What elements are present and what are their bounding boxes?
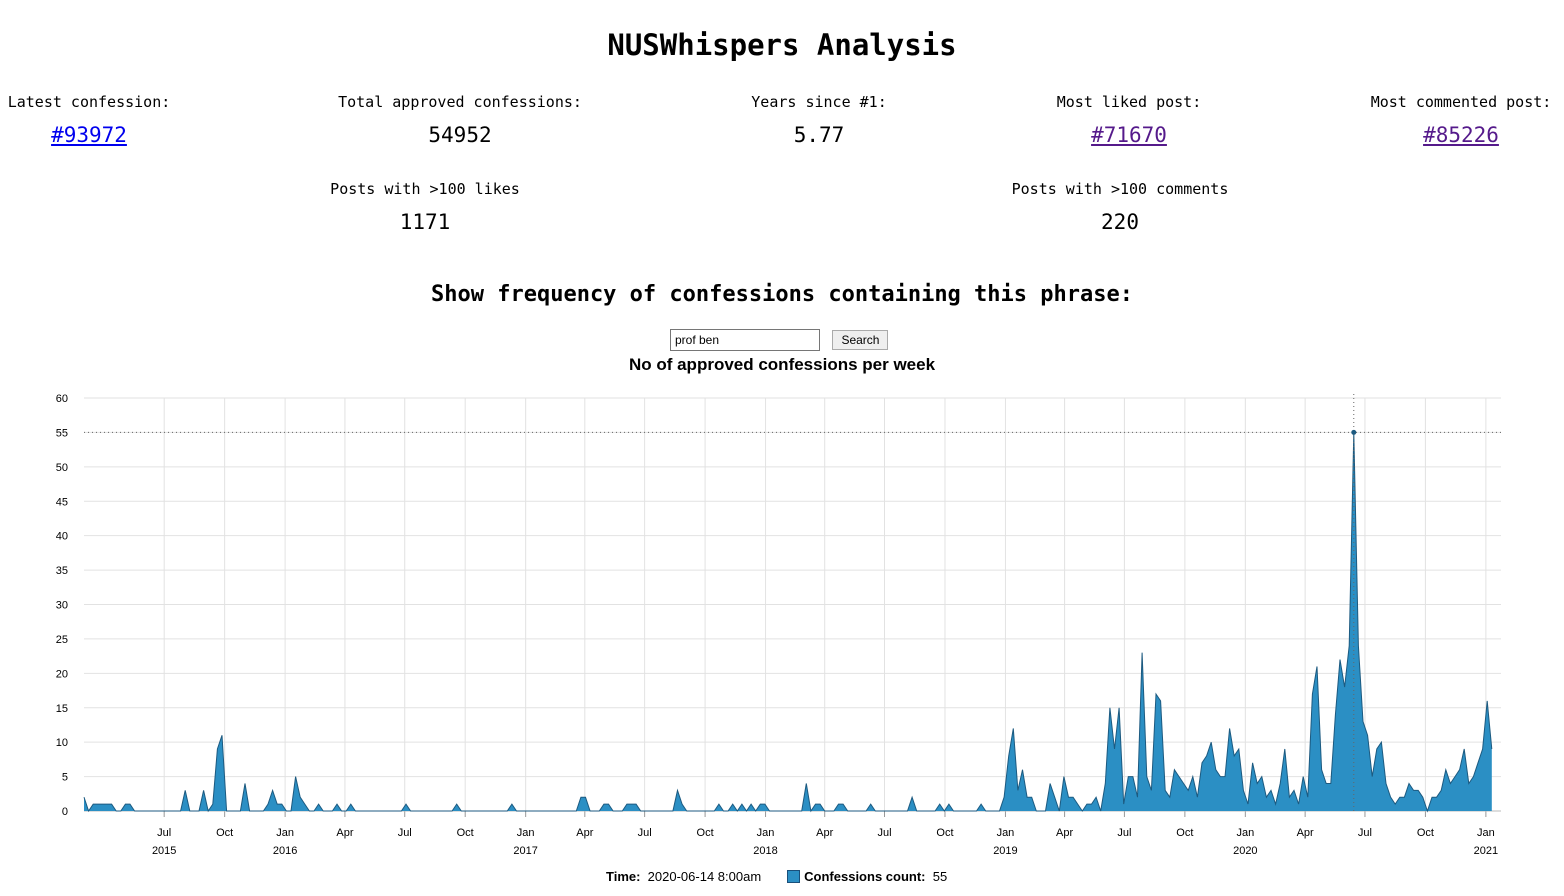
stat-comments100: Posts with >100 comments 220 — [990, 180, 1250, 234]
chart-legend: Time: 2020-06-14 8:00am Confessions coun… — [606, 869, 947, 884]
y-tick-label: 55 — [56, 427, 68, 439]
series-line — [83, 432, 1493, 813]
stat-likes100: Posts with >100 likes 1171 — [295, 180, 555, 234]
series-area — [84, 432, 1492, 811]
latest-confession-link[interactable]: #93972 — [51, 123, 127, 147]
chart-title: No of approved confessions per week — [628, 355, 936, 374]
y-tick-label: 35 — [56, 565, 68, 577]
stat-commented-label: Most commented post: — [1370, 93, 1552, 111]
x-tick-label: Apr — [1056, 827, 1073, 839]
y-tick-label: 10 — [56, 737, 68, 749]
stat-likes100-label: Posts with >100 likes — [330, 180, 520, 198]
time-label: Time: — [606, 869, 641, 884]
y-tick-label: 60 — [56, 393, 68, 405]
x-year-label: 2017 — [513, 845, 537, 857]
x-tick-label: Jan — [1236, 827, 1254, 839]
stat-liked-label: Most liked post: — [1056, 93, 1202, 111]
stat-years: Years since #1: 5.77 — [689, 93, 949, 147]
x-tick-label: Apr — [576, 827, 593, 839]
stat-latest-label: Latest confession: — [7, 93, 171, 111]
x-year-label: 2020 — [1233, 845, 1257, 857]
x-tick-label: Jul — [398, 827, 412, 839]
stat-latest: Latest confession: #93972 — [0, 93, 219, 147]
stat-likes100-value: 1171 — [399, 210, 451, 234]
x-tick-label: Jan — [276, 827, 294, 839]
x-tick-label: Oct — [216, 827, 233, 839]
y-tick-label: 25 — [56, 634, 68, 646]
y-tick-label: 50 — [56, 462, 68, 474]
stat-total-label: Total approved confessions: — [338, 93, 582, 111]
x-tick-label: Oct — [1417, 827, 1434, 839]
y-tick-label: 5 — [62, 772, 68, 784]
count-label: Confessions count: — [804, 869, 926, 884]
stat-years-value: 5.77 — [793, 123, 845, 147]
phrase-input[interactable] — [670, 329, 820, 351]
x-year-label: 2015 — [152, 845, 176, 857]
highlight-point — [1351, 429, 1357, 435]
stat-total: Total approved confessions: 54952 — [330, 93, 590, 147]
x-tick-label: Jul — [877, 827, 891, 839]
x-year-label: 2021 — [1474, 845, 1498, 857]
stat-commented: Most commented post: #85226 — [1331, 93, 1564, 147]
most-liked-link[interactable]: #71670 — [1091, 123, 1167, 147]
x-tick-label: Apr — [336, 827, 353, 839]
most-commented-link[interactable]: #85226 — [1423, 123, 1499, 147]
x-tick-label: Jul — [157, 827, 171, 839]
x-tick-label: Jan — [1477, 827, 1495, 839]
x-tick-label: Jul — [638, 827, 652, 839]
stat-comments100-value: 220 — [1101, 210, 1139, 234]
x-tick-label: Jul — [1117, 827, 1131, 839]
x-year-label: 2016 — [273, 845, 297, 857]
x-tick-label: Oct — [697, 827, 714, 839]
y-tick-label: 40 — [56, 531, 68, 543]
phrase-heading: Show frequency of confessions containing… — [431, 282, 1133, 307]
x-tick-label: Jan — [757, 827, 775, 839]
x-tick-label: Apr — [816, 827, 833, 839]
stat-years-label: Years since #1: — [751, 93, 887, 111]
x-tick-label: Oct — [1176, 827, 1193, 839]
time-value: 2020-06-14 8:00am — [647, 869, 762, 884]
x-tick-label: Apr — [1297, 827, 1314, 839]
legend-swatch — [787, 870, 801, 883]
x-tick-label: Oct — [936, 827, 953, 839]
page-title: NUSWhispers Analysis — [607, 28, 957, 62]
x-tick-label: Jan — [997, 827, 1015, 839]
stat-comments100-label: Posts with >100 comments — [1011, 180, 1229, 198]
search-row: Search — [670, 329, 889, 351]
x-year-label: 2019 — [993, 845, 1017, 857]
y-tick-label: 0 — [62, 806, 68, 818]
stat-total-value: 54952 — [428, 123, 492, 147]
y-tick-label: 20 — [56, 668, 68, 680]
x-tick-label: Jan — [517, 827, 535, 839]
x-tick-label: Jul — [1358, 827, 1372, 839]
search-button[interactable]: Search — [832, 330, 889, 350]
y-tick-label: 30 — [56, 600, 68, 612]
y-tick-label: 15 — [56, 703, 68, 715]
count-value: 55 — [932, 869, 948, 884]
x-year-label: 2018 — [753, 845, 777, 857]
x-tick-label: Oct — [457, 827, 474, 839]
y-tick-label: 45 — [56, 496, 68, 508]
stat-liked: Most liked post: #71670 — [999, 93, 1259, 147]
